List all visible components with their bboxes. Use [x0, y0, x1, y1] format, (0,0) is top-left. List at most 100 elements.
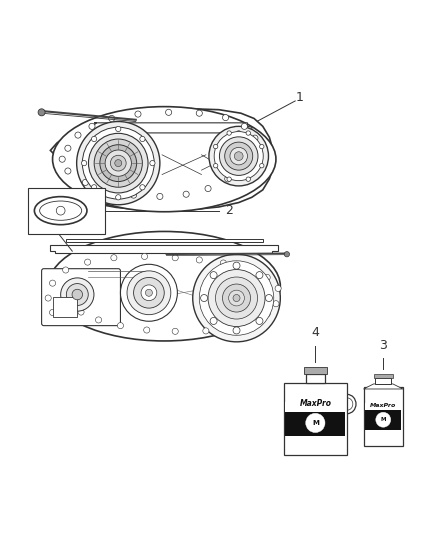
Circle shape: [92, 184, 97, 190]
Circle shape: [241, 165, 247, 171]
Polygon shape: [94, 123, 252, 140]
Circle shape: [241, 123, 247, 130]
Circle shape: [144, 327, 150, 333]
Polygon shape: [50, 108, 274, 211]
Circle shape: [49, 280, 56, 286]
Circle shape: [256, 318, 263, 325]
Ellipse shape: [53, 107, 276, 212]
Circle shape: [223, 115, 229, 120]
Circle shape: [89, 123, 95, 130]
Circle shape: [59, 156, 65, 162]
Circle shape: [172, 328, 178, 334]
Text: 3: 3: [379, 339, 387, 352]
Circle shape: [141, 285, 157, 301]
Circle shape: [246, 131, 251, 135]
Circle shape: [106, 131, 111, 135]
Polygon shape: [50, 245, 278, 253]
Circle shape: [140, 136, 145, 142]
Circle shape: [244, 265, 251, 272]
Bar: [28, 188, 105, 233]
Circle shape: [237, 131, 241, 135]
Polygon shape: [365, 403, 401, 430]
Bar: [374, 374, 393, 378]
Circle shape: [82, 127, 154, 199]
Circle shape: [120, 264, 177, 321]
Circle shape: [85, 259, 91, 265]
Circle shape: [56, 206, 65, 215]
Polygon shape: [365, 403, 401, 410]
Circle shape: [110, 155, 126, 171]
Circle shape: [105, 150, 131, 176]
Circle shape: [213, 144, 218, 149]
Circle shape: [117, 322, 124, 329]
Circle shape: [150, 160, 155, 166]
Polygon shape: [283, 383, 347, 455]
Text: MaxPro: MaxPro: [299, 399, 332, 408]
Circle shape: [233, 327, 240, 334]
Circle shape: [88, 133, 148, 193]
Circle shape: [134, 278, 164, 308]
Polygon shape: [364, 387, 403, 446]
Circle shape: [376, 413, 391, 427]
Circle shape: [111, 255, 117, 261]
Circle shape: [264, 311, 270, 317]
Text: MaxPro: MaxPro: [370, 402, 396, 408]
Circle shape: [116, 195, 121, 200]
Circle shape: [220, 260, 226, 266]
Circle shape: [145, 289, 152, 296]
Polygon shape: [230, 131, 247, 138]
Circle shape: [78, 309, 84, 315]
Circle shape: [95, 317, 102, 323]
Circle shape: [49, 310, 56, 316]
Circle shape: [196, 257, 202, 263]
Circle shape: [100, 145, 137, 182]
Circle shape: [215, 277, 258, 319]
Circle shape: [199, 261, 274, 335]
Circle shape: [234, 152, 243, 160]
Circle shape: [193, 254, 280, 342]
Circle shape: [210, 318, 217, 325]
Circle shape: [196, 110, 202, 116]
Circle shape: [65, 145, 71, 151]
Circle shape: [82, 179, 88, 185]
Circle shape: [225, 176, 231, 182]
Circle shape: [208, 270, 265, 327]
Circle shape: [77, 122, 160, 205]
Circle shape: [233, 295, 240, 302]
Circle shape: [65, 168, 71, 174]
FancyBboxPatch shape: [42, 269, 120, 326]
Circle shape: [205, 185, 211, 191]
Circle shape: [94, 139, 142, 187]
Circle shape: [201, 295, 208, 302]
Ellipse shape: [35, 197, 87, 225]
Circle shape: [81, 160, 87, 166]
Circle shape: [203, 328, 209, 334]
Polygon shape: [66, 239, 263, 243]
Circle shape: [260, 164, 264, 168]
Circle shape: [210, 272, 217, 279]
Ellipse shape: [48, 231, 280, 341]
Circle shape: [141, 253, 148, 260]
Text: 2: 2: [226, 204, 233, 217]
Circle shape: [229, 325, 235, 331]
Polygon shape: [364, 384, 403, 389]
Polygon shape: [101, 131, 116, 135]
Circle shape: [223, 284, 251, 312]
Circle shape: [275, 285, 281, 292]
Polygon shape: [285, 402, 345, 411]
Circle shape: [225, 142, 253, 170]
Circle shape: [72, 289, 82, 300]
Circle shape: [256, 150, 262, 156]
Circle shape: [256, 272, 263, 279]
Circle shape: [306, 413, 325, 433]
Circle shape: [233, 262, 240, 269]
Bar: [375, 378, 391, 384]
Circle shape: [264, 274, 270, 280]
Ellipse shape: [39, 201, 82, 220]
Circle shape: [131, 192, 137, 198]
Circle shape: [273, 301, 279, 307]
Circle shape: [66, 300, 72, 305]
Circle shape: [60, 278, 94, 311]
Circle shape: [249, 319, 255, 325]
Circle shape: [265, 295, 272, 302]
